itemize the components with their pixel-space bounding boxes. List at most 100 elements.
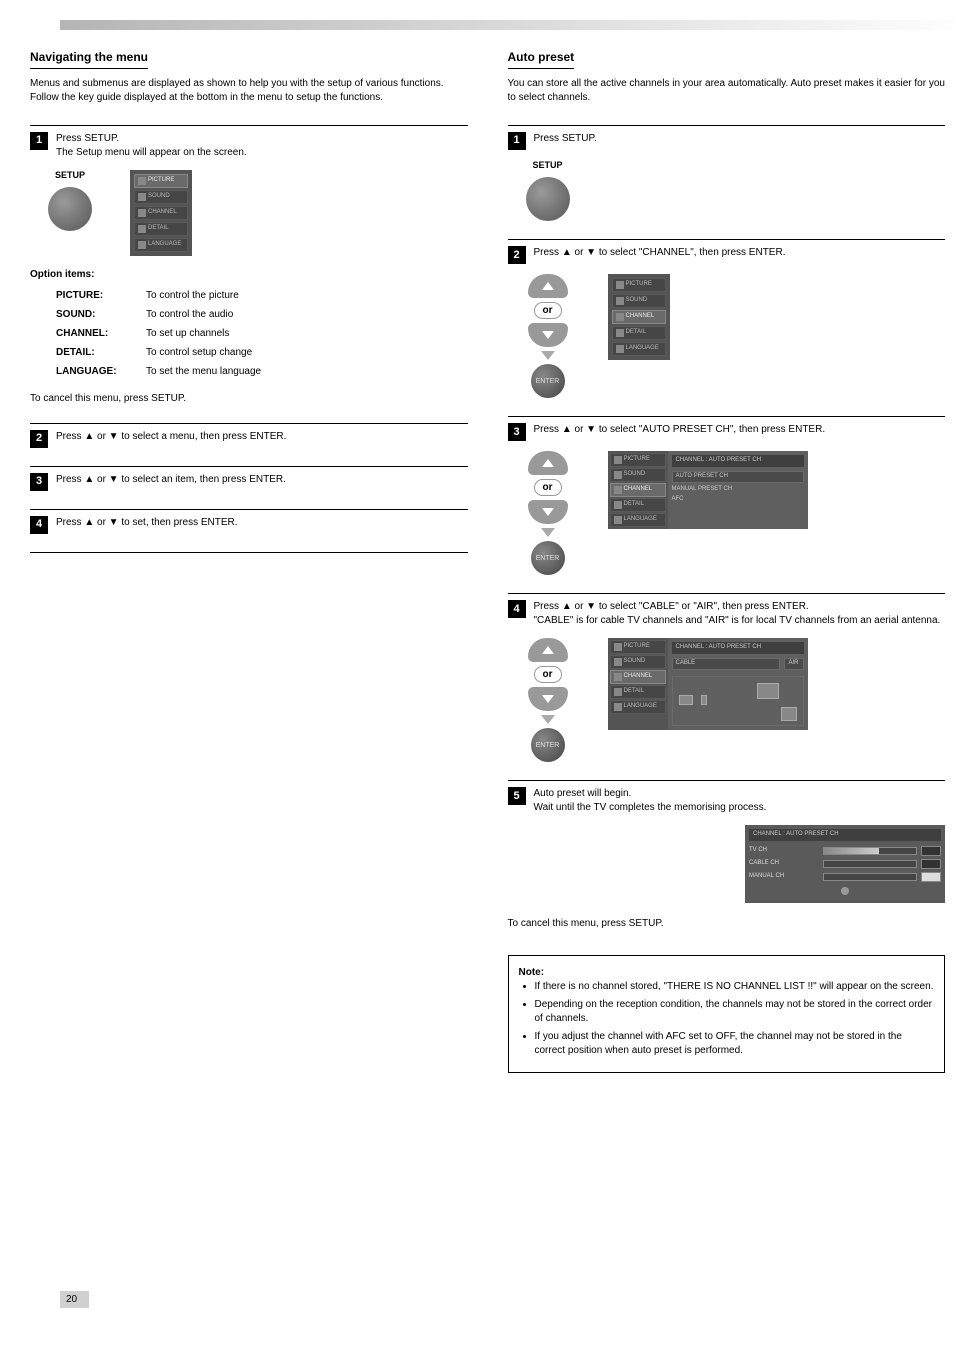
menu-item-language: LANGUAGE xyxy=(134,238,188,252)
menu-item-label: CHANNEL xyxy=(148,209,177,217)
option-desc: To set the menu language xyxy=(146,366,261,377)
or-label: or xyxy=(534,479,562,496)
note-title: Note: xyxy=(519,967,545,978)
left-intro: Menus and submenus are displayed as show… xyxy=(30,77,468,105)
step-3-left: 3 Press ▲ or ▼ to select an item, then p… xyxy=(30,473,468,491)
cable-option: CABLE xyxy=(672,658,780,670)
menu-item-label: CHANNEL xyxy=(624,673,653,681)
progress-bar xyxy=(823,860,917,868)
cancel-text: To cancel this menu, press SETUP. xyxy=(30,392,468,405)
divider xyxy=(508,239,946,240)
right-column: Auto preset You can store all the active… xyxy=(508,50,946,1073)
step-number: 1 xyxy=(30,132,48,150)
divider xyxy=(30,125,468,126)
menu-item-sound: SOUND xyxy=(610,468,666,482)
chevron-down-icon xyxy=(541,715,555,724)
menu-item-label: SOUND xyxy=(624,658,646,666)
menu-item-detail: DETAIL xyxy=(134,222,188,236)
right-intro: You can store all the active channels in… xyxy=(508,77,946,105)
progress-row: CABLE CH xyxy=(749,859,941,869)
submenu-item: AUTO PRESET CH xyxy=(672,471,804,483)
step-number: 3 xyxy=(508,423,526,441)
menu-item-detail: DETAIL xyxy=(612,326,666,340)
osd-side-menu: PICTURE SOUND CHANNEL DETAIL LANGUAGE xyxy=(608,638,668,730)
step-number: 3 xyxy=(30,473,48,491)
dot-indicator xyxy=(841,887,849,895)
menu-item-language: LANGUAGE xyxy=(610,513,666,527)
progress-row: TV CH xyxy=(749,846,941,856)
down-arrow-icon xyxy=(528,323,568,347)
option-desc: To set up channels xyxy=(146,328,229,339)
menu-item-label: PICTURE xyxy=(148,177,174,185)
step-text: Press ▲ or ▼ to select "CABLE" or "AIR",… xyxy=(534,600,946,628)
menu-item-label: DETAIL xyxy=(626,329,647,337)
menu-item-sound: SOUND xyxy=(612,294,666,308)
cancel-text: To cancel this menu, press SETUP. xyxy=(508,917,946,930)
detail-icon xyxy=(616,329,624,337)
option-name: PICTURE: xyxy=(56,289,146,302)
sound-icon xyxy=(138,193,146,201)
menu-item-label: PICTURE xyxy=(626,281,652,289)
progress-label: CABLE CH xyxy=(749,860,819,868)
detail-icon xyxy=(614,688,622,696)
divider xyxy=(30,423,468,424)
menu-item-label: PICTURE xyxy=(624,456,650,464)
setup-button-group: SETUP xyxy=(508,160,588,222)
sound-icon xyxy=(616,297,624,305)
setup-button-group: SETUP xyxy=(30,170,110,232)
osd-main-panel: CHANNEL : AUTO PRESET CH AUTO PRESET CH … xyxy=(668,451,808,529)
divider xyxy=(508,125,946,126)
option-desc: To control setup change xyxy=(146,347,252,358)
progress-label: MANUAL CH xyxy=(749,873,819,881)
menu-item-label: LANGUAGE xyxy=(624,703,657,711)
up-arrow-icon xyxy=(528,451,568,475)
panel-title: CHANNEL : AUTO PRESET CH xyxy=(672,455,804,467)
menu-item-channel: CHANNEL xyxy=(134,206,188,220)
step-text: Press SETUP. The Setup menu will appear … xyxy=(56,132,468,160)
air-option: AIR xyxy=(784,658,804,670)
menu-item-picture: PICTURE xyxy=(610,453,666,467)
step-1-left: 1 Press SETUP. The Setup menu will appea… xyxy=(30,132,468,405)
menu-item-label: CHANNEL xyxy=(624,486,653,494)
menu-item-label: SOUND xyxy=(148,193,170,201)
option-desc: To control the picture xyxy=(146,290,239,301)
sound-icon xyxy=(614,471,622,479)
progress-value-box xyxy=(921,859,941,869)
language-icon xyxy=(616,345,624,353)
menu-item-detail: DETAIL xyxy=(610,685,666,699)
right-title: Auto preset xyxy=(508,50,575,69)
step-text: Press ▲ or ▼ to set, then press ENTER. xyxy=(56,516,468,530)
menu-item-label: DETAIL xyxy=(148,225,169,233)
menu-item-label: LANGUAGE xyxy=(148,241,181,249)
menu-item-language: LANGUAGE xyxy=(612,342,666,356)
menu-item-channel: CHANNEL xyxy=(610,483,666,497)
step-number: 2 xyxy=(508,246,526,264)
menu-item-label: PICTURE xyxy=(624,643,650,651)
menu-item-picture: PICTURE xyxy=(612,278,666,292)
menu-item-picture: PICTURE xyxy=(134,174,188,188)
osd-side-menu: PICTURE SOUND CHANNEL DETAIL LANGUAGE xyxy=(608,451,668,529)
down-arrow-icon xyxy=(528,500,568,524)
option-name: CHANNEL: xyxy=(56,327,146,340)
progress-value-box xyxy=(921,872,941,882)
setup-button-icon xyxy=(526,177,570,221)
menu-item-label: LANGUAGE xyxy=(624,516,657,524)
option-name: LANGUAGE: xyxy=(56,365,146,378)
step-number: 1 xyxy=(508,132,526,150)
channel-icon xyxy=(614,673,622,681)
picture-icon xyxy=(614,643,622,651)
menu-item-channel: CHANNEL xyxy=(612,310,666,324)
setup-label: SETUP xyxy=(55,170,85,182)
progress-row: MANUAL CH xyxy=(749,872,941,882)
up-arrow-icon xyxy=(528,274,568,298)
options-label: Option items: xyxy=(30,268,468,281)
divider xyxy=(30,552,468,553)
language-icon xyxy=(614,703,622,711)
chevron-down-icon xyxy=(541,528,555,537)
progress-label: TV CH xyxy=(749,847,819,855)
step-5-right: 5 Auto preset will begin. Wait until the… xyxy=(508,787,946,930)
progress-value-box xyxy=(921,846,941,856)
menu-item-label: SOUND xyxy=(626,297,648,305)
left-column: Navigating the menu Menus and submenus a… xyxy=(30,50,468,1073)
picture-icon xyxy=(138,177,146,185)
